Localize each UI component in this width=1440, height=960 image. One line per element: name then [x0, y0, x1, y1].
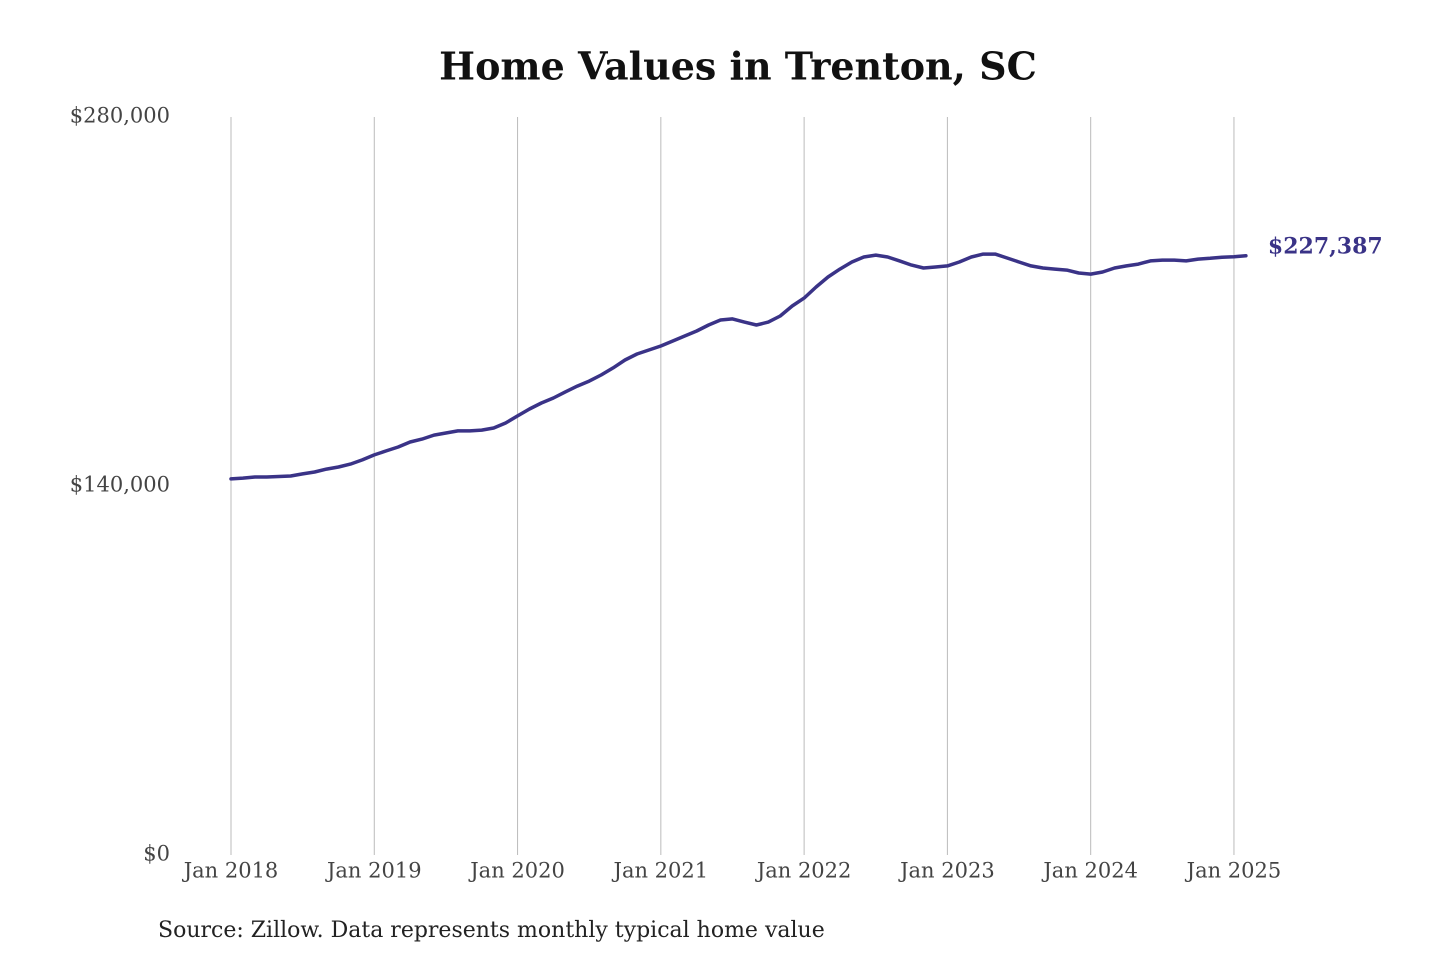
x-tick-label: Jan 2025 [1185, 859, 1282, 883]
x-tick-label: Jan 2020 [468, 859, 565, 883]
x-tick-label: Jan 2019 [325, 859, 422, 883]
y-tick-label: $0 [143, 842, 170, 866]
y-tick-label: $140,000 [70, 473, 170, 497]
value-label: $227,387 [1268, 234, 1383, 260]
line [229, 252, 1248, 481]
x-tick-label: Jan 2021 [612, 859, 709, 883]
x-tick-label: Jan 2024 [1041, 859, 1138, 883]
chart-title: Home Values in Trenton, SC [439, 44, 1037, 89]
x-tick-label: Jan 2022 [755, 859, 852, 883]
source-note: Source: Zillow. Data represents monthly … [158, 918, 825, 943]
x-tick-label: Jan 2018 [182, 859, 279, 883]
x-tick-label: Jan 2023 [898, 859, 995, 883]
y-tick-label: $280,000 [70, 104, 170, 128]
